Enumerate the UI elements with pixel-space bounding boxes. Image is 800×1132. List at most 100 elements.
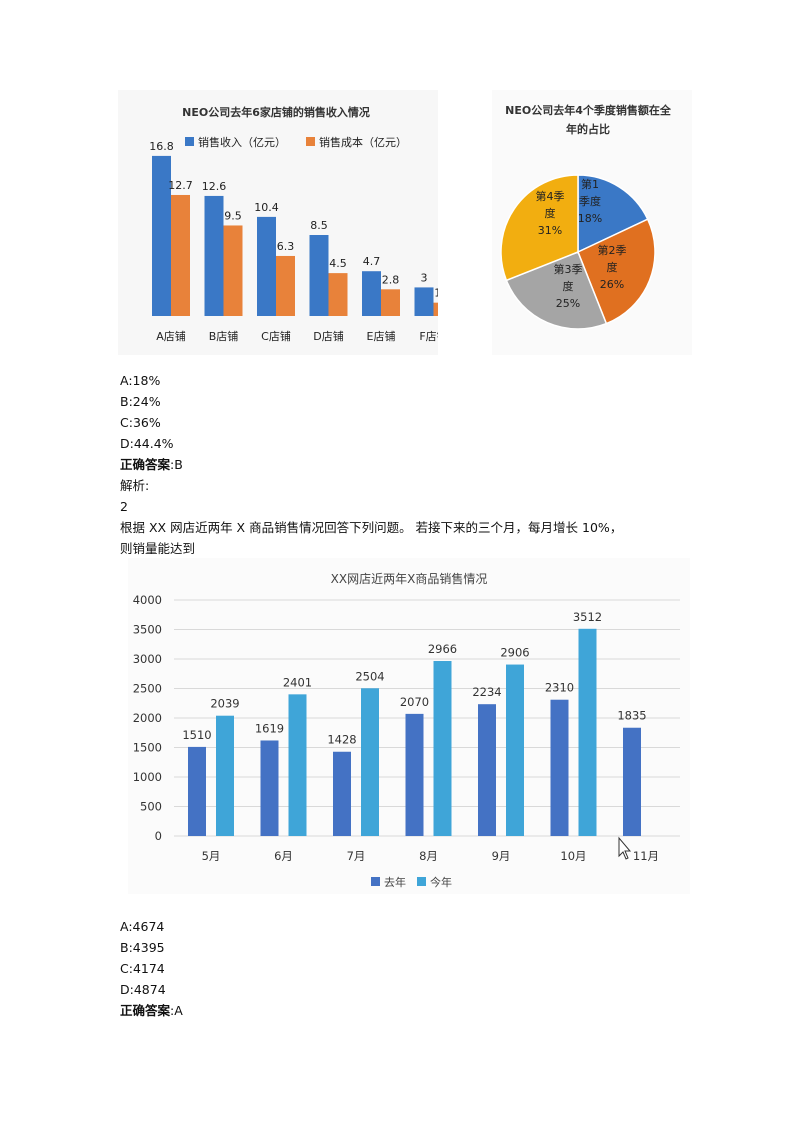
chart1-value-label: 2.8: [382, 273, 400, 286]
q2-answer-label: 正确答案: [120, 1003, 171, 1018]
q1-option-c: C:36%: [120, 415, 161, 430]
chart1-bar: [362, 271, 381, 316]
chart3-value-label: 2234: [472, 685, 501, 699]
monthly-sales-chart: XX网店近两年X商品销售情况 0 500 1000 1500 2000 2500 3000 3…: [128, 558, 690, 894]
chart3-value-label: 2070: [400, 695, 429, 709]
chart1-category-label: D店铺: [313, 329, 343, 343]
chart3-bar: [478, 704, 496, 836]
chart3-category-label: 9月: [492, 849, 511, 863]
q1-option-b: B:24%: [120, 394, 161, 409]
chart2-title-line2: 年的占比: [566, 122, 610, 136]
chart3-bar: [578, 628, 597, 836]
pie-slice-label: 25%: [556, 297, 580, 310]
chart1-value-label: 1.4: [434, 287, 438, 300]
chart1-value-label: 8.5: [310, 219, 328, 232]
chart3-y-tick-label: 1500: [133, 741, 162, 755]
chart3-bar: [506, 664, 524, 836]
chart1-bar: [328, 273, 348, 316]
pie-slice: [500, 174, 579, 282]
chart3-bar: [216, 715, 234, 836]
chart3-bar: [405, 713, 424, 836]
chart3-value-label: 1510: [182, 728, 211, 742]
chart1-value-label: 4.5: [329, 257, 347, 270]
chart1-value-label: 4.7: [363, 255, 381, 268]
quarter-share-pie-chart: NEO公司去年4个季度销售额在全 年的占比 第1 季度 18% 第2季度 26% 第3季度…: [492, 90, 692, 355]
chart1-bar: [381, 289, 400, 316]
q2-option-b: B:4395: [120, 940, 165, 955]
chart3-category-label: 10月: [560, 849, 586, 863]
chart3-value-label: 1619: [255, 721, 284, 735]
chart3-y-tick-label: 2500: [133, 682, 162, 696]
chart3-title: XX网店近两年X商品销售情况: [331, 571, 488, 586]
legend-revenue-label: 销售收入（亿元）: [198, 135, 286, 149]
chart3-value-label: 3512: [573, 610, 602, 624]
pie-slice: [577, 218, 656, 325]
pie-slice-label: 31%: [538, 224, 562, 237]
chart3-value-label: 2966: [428, 642, 457, 656]
store-revenue-chart-svg: NEO公司去年6家店铺的销售收入情况 销售收入（亿元） 销售成本（亿元） 16.…: [149, 105, 453, 343]
chart3-category-label: 6月: [274, 849, 293, 863]
chart1-bar: [152, 155, 171, 316]
chart1-bar: [223, 225, 243, 316]
store-revenue-chart: NEO公司去年6家店铺的销售收入情况 销售收入（亿元） 销售成本（亿元） 16.…: [118, 90, 453, 355]
chart3-bar: [623, 727, 641, 836]
q1-answer-value: :B: [170, 457, 183, 472]
chart1-value-label: 12.7: [168, 179, 193, 192]
chart2-title-line1: NEO公司去年4个季度销售额在全: [505, 103, 672, 117]
q2-question-line1: 根据 XX 网店近两年 X 商品销售情况回答下列问题。 若接下来的三个月，每月增…: [120, 520, 623, 535]
chart1-value-label: 6.3: [277, 240, 295, 253]
chart3-value-label: 2401: [283, 675, 312, 689]
chart1-bar: [257, 216, 276, 316]
chart3-y-tick-label: 500: [140, 800, 162, 814]
chart1-category-label: B店铺: [209, 329, 239, 343]
chart1-bar: [309, 235, 329, 316]
legend-cost-swatch: [306, 137, 315, 146]
chart1-value-label: 10.4: [254, 201, 279, 214]
chart3-y-tick-label: 0: [155, 829, 162, 843]
legend-this-year-label: 今年: [430, 875, 452, 889]
q1-answer: 正确答案:B: [120, 454, 183, 475]
chart3-value-label: 2504: [355, 669, 384, 683]
chart3-y-tick-label: 1000: [133, 770, 162, 784]
pie-slice: [577, 174, 649, 254]
chart1-value-label: 16.8: [149, 140, 174, 153]
chart1-bar: [414, 287, 434, 316]
pie-slice-label: 季度: [579, 194, 601, 208]
pie-slice-label: 26%: [600, 278, 624, 291]
chart3-bar: [188, 746, 206, 836]
q2-option-c: C:4174: [120, 961, 165, 976]
legend-last-year-label: 去年: [384, 875, 406, 889]
chart3-value-label: 2039: [210, 697, 239, 711]
q2-answer: 正确答案:A: [120, 1000, 183, 1021]
q1-option-d: D:44.4%: [120, 436, 174, 451]
pie-slice-label: 第2季: [598, 243, 627, 257]
chart3-y-tick-label: 3000: [133, 652, 162, 666]
chart3-bar: [260, 740, 279, 836]
q2-question-line2: 则销量能达到: [120, 541, 196, 556]
chart1-bar: [276, 255, 295, 316]
chart3-value-label: 1428: [327, 733, 356, 747]
chart1-bar: [171, 194, 190, 316]
pie-slice-label: 第3季: [554, 262, 583, 276]
monthly-sales-chart-svg: XX网店近两年X商品销售情况 0 500 1000 1500 2000 2500 3000 3…: [133, 571, 680, 889]
chart1-category-label: F店铺: [419, 329, 438, 343]
legend-cost-label: 销售成本（亿元）: [319, 135, 407, 149]
q1-analysis: 解析:: [120, 478, 150, 493]
chart3-value-label: 2310: [545, 681, 574, 695]
chart3-category-label: 8月: [419, 849, 438, 863]
chart1-category-label: C店铺: [261, 329, 291, 343]
chart3-bar: [333, 751, 351, 836]
chart3-bar: [288, 694, 307, 836]
chart3-y-tick-label: 3500: [133, 623, 162, 637]
q1-option-a: A:18%: [120, 373, 161, 388]
chart3-y-tick-label: 4000: [133, 593, 162, 607]
question-number: 2: [120, 499, 128, 514]
legend-this-year-swatch: [417, 877, 426, 886]
legend-revenue-swatch: [185, 137, 194, 146]
chart1-value-label: 12.6: [202, 180, 227, 193]
chart1-title: NEO公司去年6家店铺的销售收入情况: [182, 105, 370, 119]
chart1-category-label: E店铺: [367, 329, 396, 343]
pie-slice-label: 18%: [578, 212, 602, 225]
q2-option-a: A:4674: [120, 919, 165, 934]
chart3-bar: [550, 699, 569, 836]
